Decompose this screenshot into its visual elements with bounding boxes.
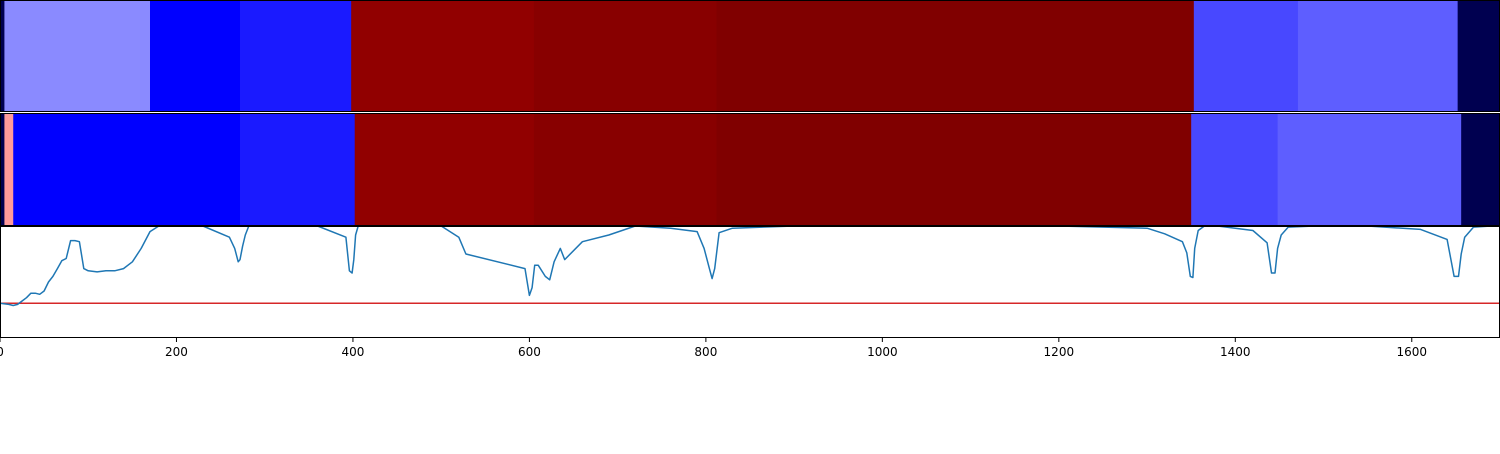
heatmap-strip-1: [0, 0, 1500, 112]
heatmap-2-segment-8: [1277, 113, 1462, 226]
heatmap-1-segment-6: [716, 0, 1195, 112]
x-tick-label-5: 1000: [867, 345, 898, 359]
heatmap-2-segment-1: [4, 113, 14, 226]
heatmap-2-segment-0: [0, 113, 5, 226]
heatmap-2-segment-5: [533, 113, 717, 226]
heatmap-2-segment-6: [716, 113, 1192, 226]
x-tick-label-3: 600: [518, 345, 541, 359]
heatmap-1-segment-5: [533, 0, 717, 112]
heatmap-1-segment-8: [1297, 0, 1459, 112]
heatmap-2-segment-7: [1191, 113, 1279, 226]
x-axis: 0 200 400 600 800 1000 1200 1400 1600: [0, 338, 1427, 359]
series-line-0: [0, 225, 1500, 307]
heatmap-1-segment-7: [1193, 0, 1299, 112]
heatmap-2-segment-3: [240, 113, 356, 226]
x-tick-label-4: 800: [694, 345, 717, 359]
heatmap-1-segment-4: [351, 0, 535, 112]
x-tick-label-8: 1600: [1396, 345, 1427, 359]
x-tick-label-0: 0: [0, 345, 4, 359]
line-panel: [0, 225, 1500, 338]
heatmap-1-segment-2: [150, 0, 241, 112]
heatmap-2-segment-4: [354, 113, 535, 226]
heatmap-1-segment-0: [0, 0, 5, 112]
heatmap-2-segment-9: [1461, 113, 1500, 226]
x-tick-label-6: 1200: [1044, 345, 1075, 359]
heatmap-1-segment-1: [4, 0, 151, 112]
heatmap-2-segment-2: [13, 113, 241, 226]
heatmap-strip-2: [0, 113, 1500, 226]
heatmap-1-segment-9: [1457, 0, 1500, 112]
heatmap-1-segment-3: [240, 0, 352, 112]
x-tick-label-2: 400: [341, 345, 364, 359]
x-tick-label-1: 200: [165, 345, 188, 359]
x-tick-label-7: 1400: [1220, 345, 1251, 359]
line-panel-background: [0, 226, 1500, 338]
